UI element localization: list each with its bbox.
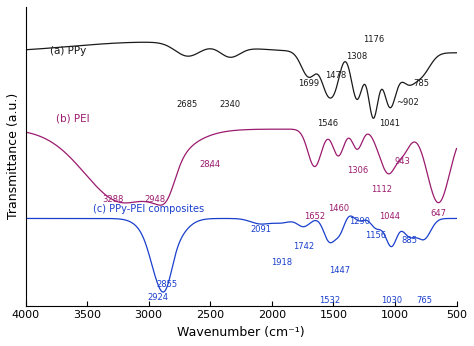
Text: (c) PPy-PEI composites: (c) PPy-PEI composites xyxy=(93,204,204,214)
Text: 1652: 1652 xyxy=(304,212,325,221)
X-axis label: Wavenumber (cm⁻¹): Wavenumber (cm⁻¹) xyxy=(177,326,305,339)
Text: 1290: 1290 xyxy=(349,217,370,226)
Text: 1030: 1030 xyxy=(381,296,402,305)
Text: 885: 885 xyxy=(401,236,417,245)
Text: 2091: 2091 xyxy=(250,225,271,234)
Text: 1044: 1044 xyxy=(379,212,400,221)
Text: 2924: 2924 xyxy=(147,293,169,302)
Text: 1546: 1546 xyxy=(317,119,338,128)
Text: 1306: 1306 xyxy=(346,166,368,175)
Text: 1156: 1156 xyxy=(365,231,386,240)
Text: 1308: 1308 xyxy=(346,52,368,61)
Text: (a) PPy: (a) PPy xyxy=(50,46,86,56)
Text: 765: 765 xyxy=(416,296,432,305)
Text: 647: 647 xyxy=(430,209,447,218)
Text: 1460: 1460 xyxy=(328,203,349,212)
Text: 3288: 3288 xyxy=(102,195,124,204)
Text: ~902: ~902 xyxy=(396,98,419,107)
Text: 1699: 1699 xyxy=(298,79,319,88)
Text: 1041: 1041 xyxy=(379,119,401,128)
Text: 1918: 1918 xyxy=(271,258,292,267)
Text: 943: 943 xyxy=(394,157,410,166)
Text: (b) PEI: (b) PEI xyxy=(56,113,90,124)
Text: 1112: 1112 xyxy=(371,185,392,194)
Text: 1742: 1742 xyxy=(293,242,314,251)
Text: 1447: 1447 xyxy=(329,266,350,275)
Text: 785: 785 xyxy=(413,79,429,88)
Text: 2948: 2948 xyxy=(145,195,165,204)
Text: 2855: 2855 xyxy=(156,280,177,289)
Text: 1532: 1532 xyxy=(319,296,340,305)
Text: 2340: 2340 xyxy=(219,100,240,109)
Text: 1478: 1478 xyxy=(326,71,347,80)
Y-axis label: Transmittance (a.u.): Transmittance (a.u.) xyxy=(7,93,20,219)
Text: 1176: 1176 xyxy=(363,35,384,44)
Text: 2685: 2685 xyxy=(177,100,198,109)
Text: 2844: 2844 xyxy=(200,160,221,169)
